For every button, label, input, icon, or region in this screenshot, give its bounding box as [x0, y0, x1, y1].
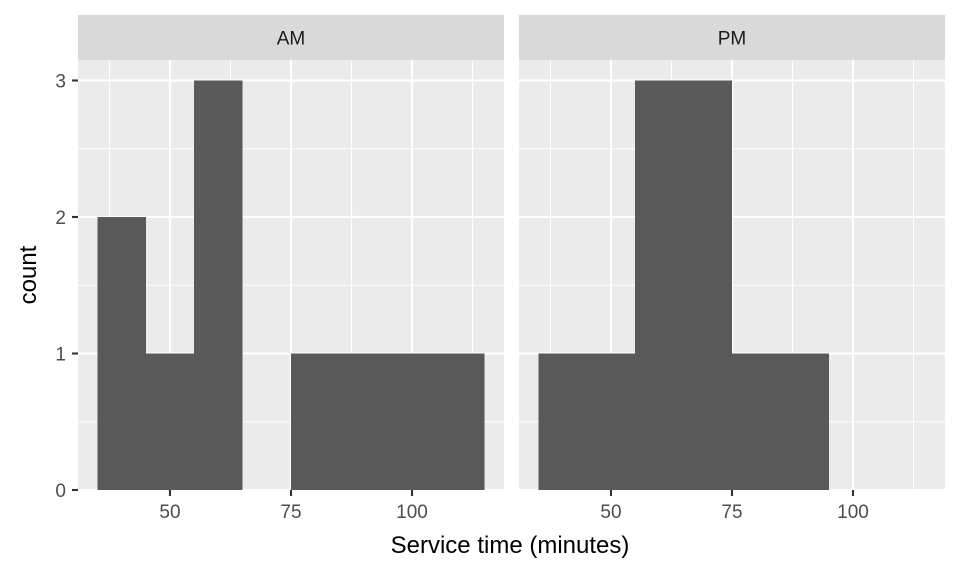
- histogram-bar: [538, 353, 636, 490]
- facet-strip-label: AM: [277, 29, 306, 50]
- y-tick-label: 3: [55, 71, 66, 92]
- facet-strip: [519, 15, 945, 60]
- histogram-bar: [732, 353, 829, 490]
- histogram-bar: [194, 80, 243, 490]
- x-axis-title: Service time (minutes): [391, 532, 630, 559]
- histogram-bar: [97, 216, 146, 490]
- y-tick-label: 1: [55, 344, 66, 365]
- facet-panel-am: AM 50 75 100: [78, 15, 504, 523]
- histogram-bar: [145, 353, 195, 490]
- x-tick-label: 50: [159, 502, 180, 523]
- x-tick-label: 50: [600, 502, 621, 523]
- facet-panels: AM 50 75 100 PM 50 75 100: [78, 15, 945, 523]
- x-tick-label: 100: [396, 502, 428, 523]
- facet-strip-label: PM: [718, 29, 747, 50]
- y-axis-title: count: [15, 245, 42, 304]
- y-axis: 0 1 2 3: [55, 71, 78, 502]
- x-tick-label: 75: [721, 502, 742, 523]
- histogram-bar: [635, 80, 732, 490]
- x-tick-label: 75: [280, 502, 301, 523]
- y-tick-label: 0: [55, 481, 66, 502]
- y-tick-label: 2: [55, 208, 66, 229]
- x-tick-label: 100: [837, 502, 869, 523]
- facet-strip: [78, 15, 504, 60]
- facet-panel-pm: PM 50 75 100: [519, 15, 945, 523]
- histogram-bar: [291, 353, 485, 490]
